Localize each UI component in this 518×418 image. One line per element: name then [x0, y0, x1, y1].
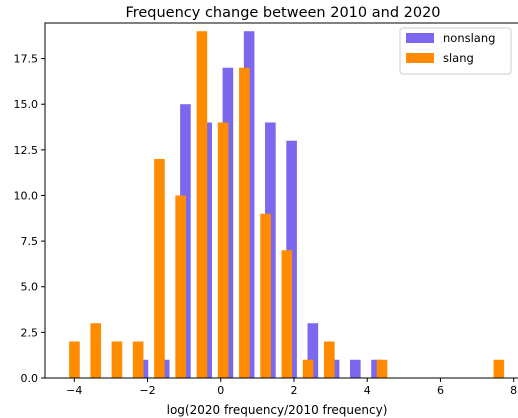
y-tick-label: 7.5 [21, 235, 39, 248]
y-tick-label: 0.0 [21, 372, 39, 385]
slang-bar [154, 158, 165, 378]
y-tick-label: 5.0 [21, 281, 39, 294]
nonslang-bar [371, 359, 382, 378]
slang-bar [111, 341, 123, 378]
slang-bar [324, 341, 335, 378]
y-tick-label: 12.5 [14, 144, 39, 157]
nonslang-bar [350, 359, 361, 378]
x-tick-label: 0 [217, 384, 224, 397]
legend-swatch-nonslang [406, 33, 434, 43]
y-tick-label: 2.5 [21, 326, 39, 339]
y-tick-label: 17.5 [14, 53, 39, 66]
legend-label-slang: slang [443, 51, 474, 65]
nonslang-bar [307, 323, 319, 378]
bars-layer [69, 31, 505, 379]
x-tick-label: −4 [66, 384, 82, 397]
slang-bar [239, 67, 250, 378]
slang-bar [217, 122, 229, 378]
x-tick-label: 6 [437, 384, 444, 397]
y-tick-label: 10.0 [14, 189, 39, 202]
slang-bar [260, 213, 271, 378]
slang-bar [493, 359, 505, 378]
plot-frame [44, 22, 518, 379]
x-tick-label: 2 [290, 384, 297, 397]
legend: nonslang slang [399, 27, 512, 75]
slang-bar [196, 31, 208, 378]
chart-title: Frequency change between 2010 and 2020 [125, 5, 440, 21]
x-axis-ticks: −4 −2 0 2 4 6 8 [66, 378, 517, 397]
slang-bar [302, 359, 314, 378]
y-tick-label: 15.0 [14, 98, 39, 111]
y-axis-ticks: 0.0 2.5 5.0 7.5 10.0 12.5 15.0 17.5 [14, 53, 45, 385]
slang-bar [281, 250, 293, 378]
legend-label-nonslang: nonslang [443, 31, 495, 45]
x-tick-label: −2 [139, 384, 155, 397]
x-tick-label: 4 [364, 384, 371, 397]
x-axis-label: log(2020 frequency/2010 frequency) [167, 403, 388, 417]
legend-swatch-slang [406, 53, 434, 63]
slang-bar [132, 341, 144, 378]
slang-bar [69, 341, 80, 378]
slang-bar [90, 323, 102, 378]
slang-bar [376, 359, 388, 378]
x-tick-label: 8 [510, 384, 517, 397]
slang-bar [175, 195, 186, 378]
